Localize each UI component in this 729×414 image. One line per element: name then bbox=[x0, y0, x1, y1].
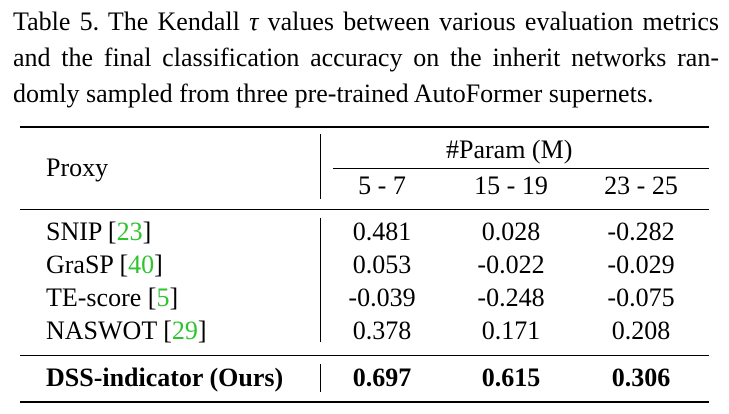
param-header: #Param (M) bbox=[446, 135, 573, 164]
table-cell: 0.208 bbox=[611, 316, 671, 345]
table-cell: -0.039 bbox=[348, 283, 416, 312]
table-cell-best: 0.306 bbox=[611, 363, 671, 392]
citation-link[interactable]: 29 bbox=[171, 316, 198, 345]
row-label-ours: DSS-indicator (Ours) bbox=[46, 363, 284, 392]
param-subheader-rule bbox=[333, 168, 709, 169]
header-vertical-rule bbox=[320, 134, 321, 199]
table-top-rule bbox=[20, 126, 709, 128]
table-cell-best: 0.615 bbox=[481, 363, 541, 392]
caption-line-1: Table 5. The Kendall τ values between va… bbox=[13, 7, 719, 36]
table-cell: 0.481 bbox=[352, 217, 412, 246]
table-cell: 0.378 bbox=[352, 316, 412, 345]
citation-link[interactable]: 40 bbox=[128, 250, 155, 279]
row-label-te-score: TE-score [5] bbox=[46, 283, 179, 312]
table-caption: Table 5. The Kendall τ values between va… bbox=[13, 4, 719, 112]
proxy-header: Proxy bbox=[46, 153, 109, 182]
tau-symbol: τ bbox=[249, 7, 259, 36]
table-cell: -0.075 bbox=[607, 283, 675, 312]
ours-separator-rule bbox=[20, 355, 709, 356]
table-cell: 0.171 bbox=[481, 316, 541, 345]
ours-vertical-rule bbox=[320, 364, 321, 392]
table-cell: 0.053 bbox=[352, 250, 412, 279]
header-bottom-rule bbox=[20, 209, 709, 210]
citation-link[interactable]: 23 bbox=[116, 217, 143, 246]
citation-link[interactable]: 5 bbox=[156, 283, 170, 312]
caption-line-3: domly sampled from three pre-trained Aut… bbox=[13, 79, 654, 108]
row-label-grasp: GraSP [40] bbox=[46, 250, 163, 279]
column-header-3: 23 - 25 bbox=[604, 171, 678, 200]
column-header-2: 15 - 19 bbox=[474, 171, 548, 200]
table-cell: 0.028 bbox=[481, 217, 541, 246]
table-bottom-rule bbox=[20, 401, 709, 403]
caption-line-2: and the final classification accuracy on… bbox=[13, 43, 719, 72]
column-header-1: 5 - 7 bbox=[358, 171, 406, 200]
table-cell: -0.022 bbox=[477, 250, 545, 279]
table-cell: -0.248 bbox=[477, 283, 545, 312]
table-cell-best: 0.697 bbox=[352, 363, 412, 392]
table-cell: -0.029 bbox=[607, 250, 675, 279]
row-label-naswot: NASWOT [29] bbox=[46, 316, 207, 345]
table-cell: -0.282 bbox=[607, 217, 675, 246]
body-vertical-rule bbox=[320, 218, 321, 342]
row-label-snip: SNIP [23] bbox=[46, 217, 152, 246]
